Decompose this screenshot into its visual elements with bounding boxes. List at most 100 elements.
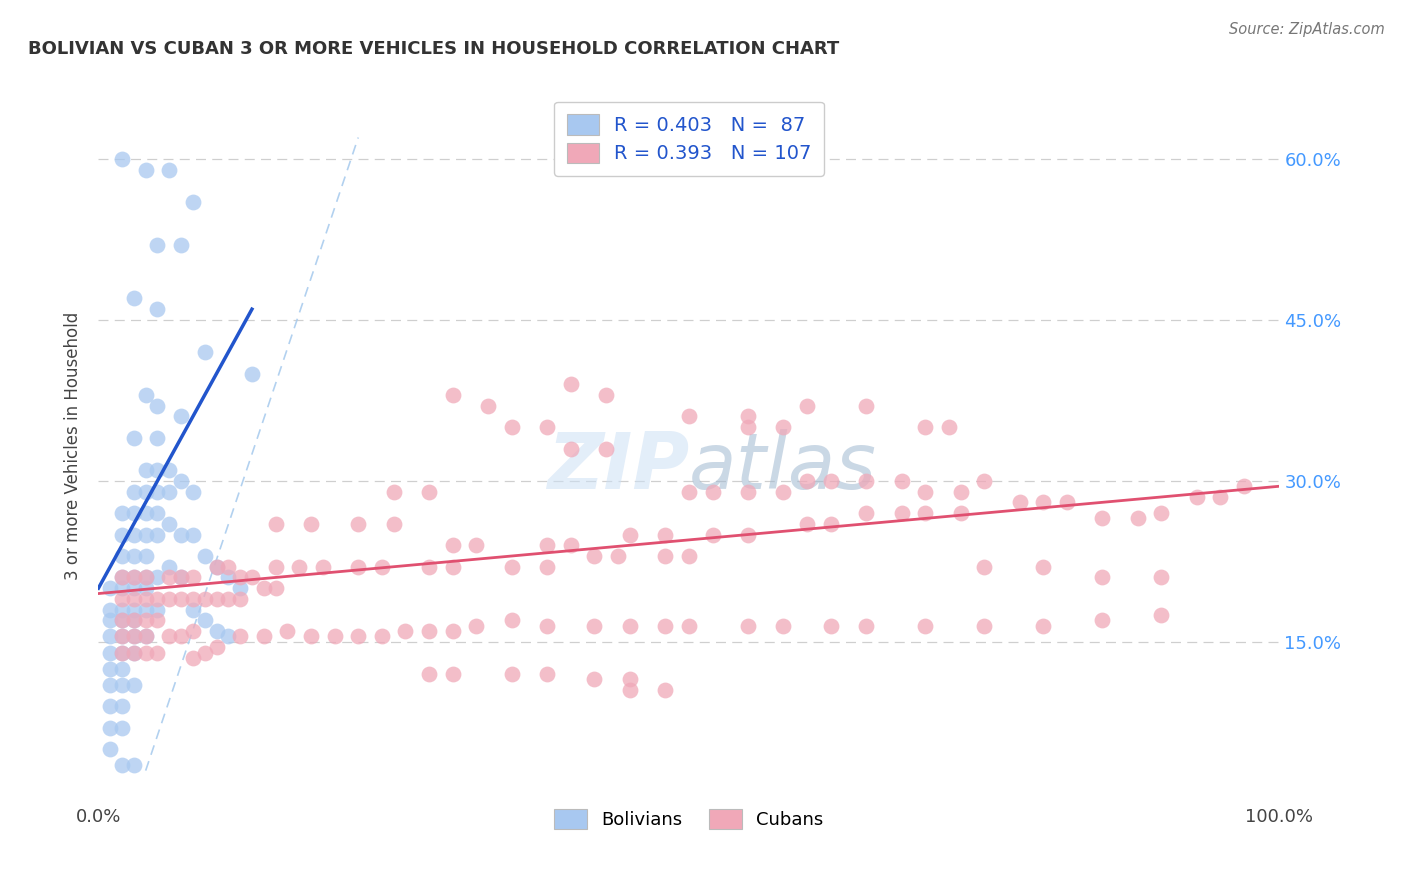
Point — [1032, 619, 1054, 633]
Point — [170, 527, 193, 541]
Point — [501, 559, 523, 574]
Point — [973, 474, 995, 488]
Point — [382, 484, 405, 499]
Point — [1091, 511, 1114, 525]
Point — [1008, 495, 1031, 509]
Point — [595, 388, 617, 402]
Point — [157, 516, 180, 531]
Point — [157, 463, 180, 477]
Point — [299, 516, 322, 531]
Point — [122, 613, 145, 627]
Point — [619, 527, 641, 541]
Point — [122, 581, 145, 595]
Point — [229, 570, 252, 584]
Point — [170, 630, 193, 644]
Point — [181, 624, 204, 639]
Point — [111, 678, 134, 692]
Point — [98, 662, 121, 676]
Point — [371, 630, 394, 644]
Point — [217, 570, 239, 584]
Point — [135, 506, 157, 520]
Point — [135, 646, 157, 660]
Point — [111, 630, 134, 644]
Point — [146, 602, 169, 616]
Point — [111, 758, 134, 772]
Point — [111, 506, 134, 520]
Point — [1126, 511, 1149, 525]
Point — [607, 549, 630, 563]
Point — [382, 516, 405, 531]
Point — [737, 527, 759, 541]
Point — [702, 527, 724, 541]
Point — [619, 619, 641, 633]
Point — [217, 591, 239, 606]
Point — [98, 581, 121, 595]
Point — [536, 538, 558, 552]
Point — [194, 549, 217, 563]
Point — [1056, 495, 1078, 509]
Point — [181, 194, 204, 209]
Point — [654, 549, 676, 563]
Point — [98, 742, 121, 756]
Point — [737, 420, 759, 434]
Point — [146, 463, 169, 477]
Point — [1233, 479, 1256, 493]
Point — [157, 591, 180, 606]
Point — [536, 559, 558, 574]
Point — [111, 699, 134, 714]
Point — [1032, 495, 1054, 509]
Point — [560, 538, 582, 552]
Point — [122, 613, 145, 627]
Point — [347, 516, 370, 531]
Point — [122, 484, 145, 499]
Point — [157, 484, 180, 499]
Point — [737, 409, 759, 424]
Point — [135, 549, 157, 563]
Point — [347, 559, 370, 574]
Point — [111, 152, 134, 166]
Point — [122, 630, 145, 644]
Point — [146, 506, 169, 520]
Point — [122, 758, 145, 772]
Point — [441, 624, 464, 639]
Point — [890, 474, 912, 488]
Point — [146, 484, 169, 499]
Point — [914, 484, 936, 499]
Point — [654, 683, 676, 698]
Point — [122, 292, 145, 306]
Point — [619, 673, 641, 687]
Point — [1209, 490, 1232, 504]
Point — [170, 570, 193, 584]
Point — [253, 581, 276, 595]
Point — [441, 559, 464, 574]
Point — [654, 619, 676, 633]
Point — [205, 591, 228, 606]
Point — [796, 399, 818, 413]
Point — [98, 630, 121, 644]
Point — [122, 570, 145, 584]
Point — [98, 699, 121, 714]
Point — [312, 559, 335, 574]
Point — [146, 591, 169, 606]
Point — [98, 646, 121, 660]
Point — [181, 591, 204, 606]
Point — [678, 619, 700, 633]
Point — [135, 591, 157, 606]
Point — [146, 431, 169, 445]
Point — [122, 678, 145, 692]
Text: Source: ZipAtlas.com: Source: ZipAtlas.com — [1229, 22, 1385, 37]
Point — [276, 624, 298, 639]
Legend: Bolivians, Cubans: Bolivians, Cubans — [547, 801, 831, 837]
Point — [217, 630, 239, 644]
Point — [170, 409, 193, 424]
Point — [181, 570, 204, 584]
Point — [678, 549, 700, 563]
Point — [973, 619, 995, 633]
Point — [1091, 570, 1114, 584]
Point — [157, 570, 180, 584]
Point — [536, 619, 558, 633]
Point — [111, 570, 134, 584]
Point — [157, 162, 180, 177]
Point — [135, 527, 157, 541]
Point — [122, 431, 145, 445]
